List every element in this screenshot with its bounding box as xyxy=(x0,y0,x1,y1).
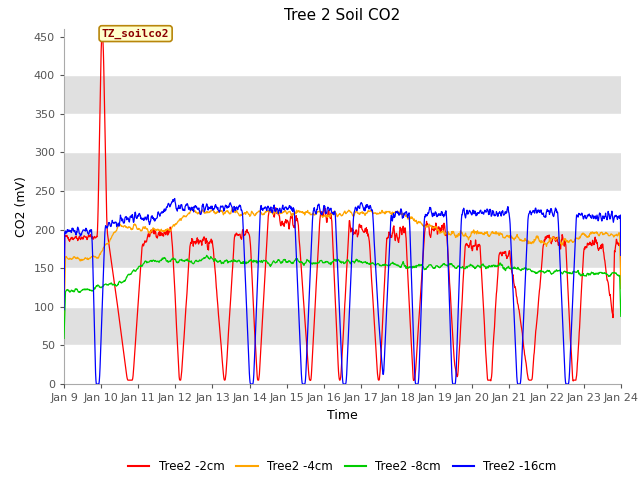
Y-axis label: CO2 (mV): CO2 (mV) xyxy=(15,176,28,237)
Title: Tree 2 Soil CO2: Tree 2 Soil CO2 xyxy=(284,9,401,24)
Bar xyxy=(64,307,621,346)
Bar xyxy=(64,229,621,268)
Bar xyxy=(64,75,621,114)
Legend: Tree2 -2cm, Tree2 -4cm, Tree2 -8cm, Tree2 -16cm: Tree2 -2cm, Tree2 -4cm, Tree2 -8cm, Tree… xyxy=(124,455,561,478)
Text: TZ_soilco2: TZ_soilco2 xyxy=(102,28,170,39)
Bar xyxy=(64,152,621,191)
X-axis label: Time: Time xyxy=(327,408,358,421)
